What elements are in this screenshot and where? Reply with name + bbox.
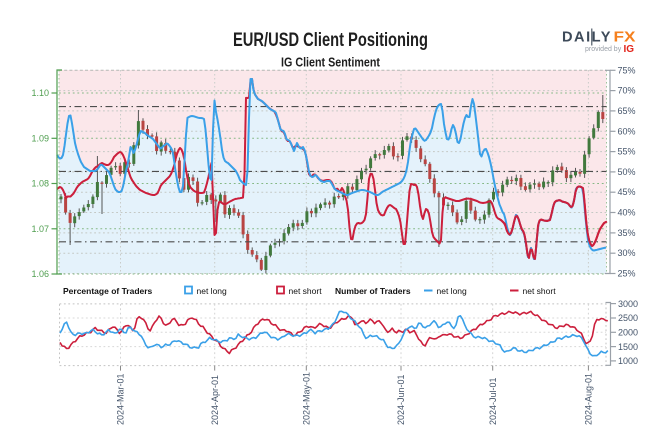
svg-text:75%: 75% (618, 65, 636, 75)
svg-text:2500: 2500 (618, 313, 638, 323)
svg-text:2024-Jul-01: 2024-Jul-01 (488, 377, 498, 425)
svg-text:40%: 40% (618, 208, 636, 218)
svg-text:25%: 25% (618, 269, 636, 279)
svg-text:3000: 3000 (618, 299, 638, 309)
svg-text:2024-Aug-01: 2024-Aug-01 (584, 373, 594, 425)
svg-text:net long: net long (197, 286, 228, 296)
svg-text:IG: IG (624, 44, 635, 55)
svg-text:net short: net short (523, 286, 557, 296)
svg-text:Percentage of Traders: Percentage of Traders (63, 286, 153, 296)
svg-text:60%: 60% (618, 126, 636, 136)
svg-text:1500: 1500 (618, 342, 638, 352)
svg-text:EUR/USD Client Positioning: EUR/USD Client Positioning (233, 30, 428, 51)
svg-text:1.10: 1.10 (31, 88, 49, 98)
svg-text:50%: 50% (618, 167, 636, 177)
svg-text:1.08: 1.08 (31, 179, 49, 189)
svg-text:65%: 65% (618, 106, 636, 116)
svg-text:FX: FX (614, 29, 636, 46)
svg-text:net short: net short (289, 286, 323, 296)
svg-text:1.09: 1.09 (31, 133, 49, 143)
svg-text:Number of Traders: Number of Traders (335, 286, 411, 296)
svg-text:1.07: 1.07 (31, 224, 49, 234)
svg-text:35%: 35% (618, 228, 636, 238)
svg-text:1.06: 1.06 (31, 269, 49, 279)
svg-text:55%: 55% (618, 147, 636, 157)
svg-text:45%: 45% (618, 187, 636, 197)
svg-text:1000: 1000 (618, 356, 638, 366)
svg-text:DAILY: DAILY (562, 30, 612, 46)
svg-text:IG Client Sentiment: IG Client Sentiment (281, 56, 381, 70)
svg-text:2024-May-01: 2024-May-01 (302, 372, 312, 425)
svg-text:2024-Jun-01: 2024-Jun-01 (396, 374, 406, 425)
svg-text:70%: 70% (618, 86, 636, 96)
svg-text:net long: net long (437, 286, 468, 296)
svg-text:30%: 30% (618, 248, 636, 258)
svg-text:provided by: provided by (585, 46, 622, 53)
svg-text:2024-Mar-01: 2024-Mar-01 (116, 373, 126, 425)
svg-text:2024-Apr-01: 2024-Apr-01 (210, 375, 220, 425)
svg-text:2000: 2000 (618, 328, 638, 338)
